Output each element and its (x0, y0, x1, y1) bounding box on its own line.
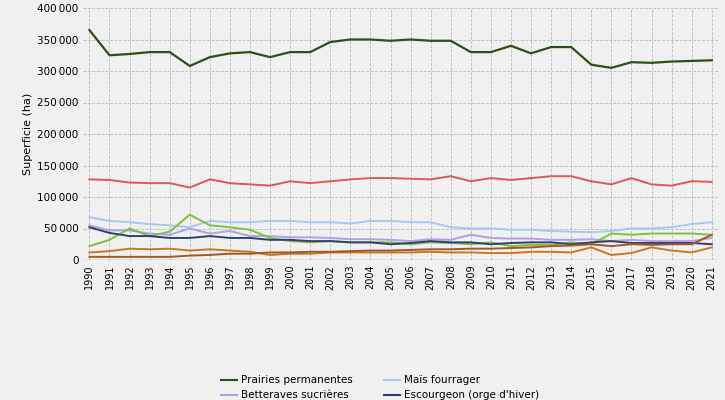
Y-axis label: Superficie (ha): Superficie (ha) (23, 93, 33, 175)
Legend: Prairies permanentes, Betteraves sucrières, Froment d'hiver, Prairies temporaire: Prairies permanentes, Betteraves sucrièr… (217, 371, 584, 400)
